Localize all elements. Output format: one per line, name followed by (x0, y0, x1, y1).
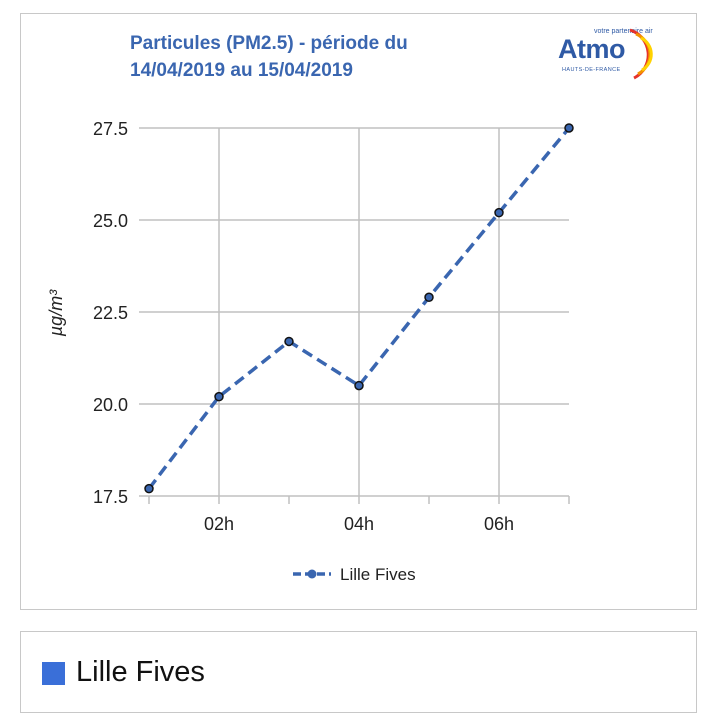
bottom-legend[interactable]: Lille Fives (20, 631, 697, 713)
y-axis-label: µg/m³ (46, 289, 66, 337)
data-point (144, 483, 154, 494)
data-point (424, 292, 434, 303)
x-axis-ticks: 02h 04h 06h (204, 514, 514, 534)
series-points (144, 123, 574, 494)
logo-arc-icon (629, 28, 653, 80)
x-tick-label: 06h (484, 514, 514, 534)
bottom-legend-swatch (42, 662, 65, 685)
line-chart: 17.5 20.0 22.5 25.0 27.5 02h 04h 06h µg/m³ Lil… (46, 119, 574, 584)
legend-label: Lille Fives (340, 565, 416, 584)
data-point (494, 207, 504, 218)
x-tick-label: 02h (204, 514, 234, 534)
logo-region: HAUTS-DE-FRANCE (562, 67, 621, 73)
chart-legend[interactable]: Lille Fives (293, 565, 416, 584)
logo-word: Atmo (558, 34, 626, 64)
chart-title: Particules (PM2.5) - période du 14/04/20… (130, 30, 408, 84)
data-point (284, 336, 294, 347)
bottom-legend-label: Lille Fives (76, 656, 205, 688)
y-tick-label: 22.5 (93, 303, 128, 323)
legend-marker (307, 569, 317, 579)
y-axis-ticks: 17.5 20.0 22.5 25.0 27.5 (93, 119, 128, 507)
y-tick-label: 25.0 (93, 211, 128, 231)
data-point (354, 380, 364, 391)
y-tick-label: 17.5 (93, 487, 128, 507)
y-tick-label: 20.0 (93, 395, 128, 415)
chart-title-line1: Particules (PM2.5) - période du (130, 33, 408, 54)
atmo-logo: votre partenaire air Atmo HAUTS-DE-FRANC… (558, 24, 668, 82)
x-tick-label: 04h (344, 514, 374, 534)
logo-tagline: votre partenaire air (594, 28, 653, 35)
data-point (214, 391, 224, 402)
chart-title-line2: 14/04/2019 au 15/04/2019 (130, 60, 353, 81)
grid (139, 127, 570, 504)
data-point (564, 123, 574, 133)
y-tick-label: 27.5 (93, 119, 128, 139)
